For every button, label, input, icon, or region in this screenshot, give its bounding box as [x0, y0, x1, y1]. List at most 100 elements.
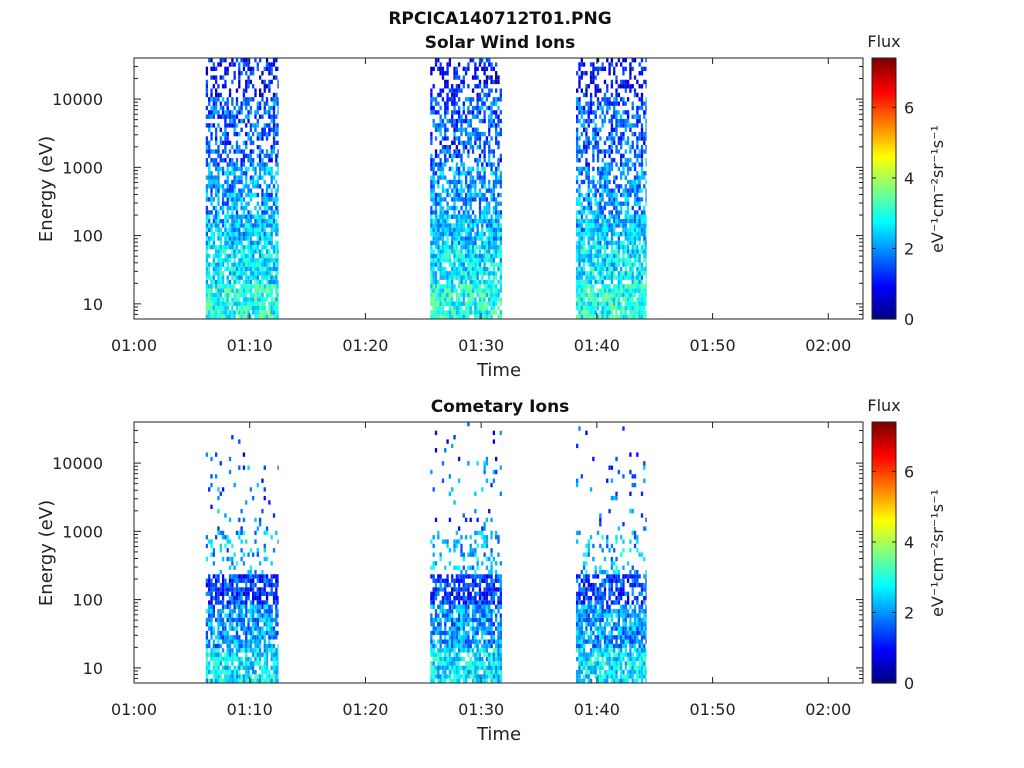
spectrogram-cell [455, 188, 458, 193]
spectrogram-cell [485, 84, 489, 89]
spectrogram-cell [474, 136, 477, 141]
spectrogram-cell [636, 136, 639, 141]
spectrogram-cell [224, 201, 227, 206]
spectrogram-cell [212, 205, 215, 211]
spectrogram-cell [617, 284, 620, 289]
spectrogram-cell [601, 301, 604, 306]
spectrogram-cell [478, 314, 482, 319]
spectrogram-cell [578, 197, 581, 202]
spectrogram-cell [444, 582, 447, 588]
spectrogram-cell [610, 127, 614, 132]
spectrogram-cell [439, 218, 442, 224]
spectrogram-cell [488, 127, 491, 132]
colorbar-label-solar-wind: eV⁻¹cm⁻²sr⁻¹s⁻¹ [928, 125, 947, 253]
spectrogram-cell [432, 84, 435, 89]
spectrogram-cell [434, 630, 438, 636]
spectrogram-cell [233, 166, 236, 172]
spectrogram-cell [469, 292, 472, 298]
spectrogram-cell [441, 210, 445, 215]
spectrogram-cell [601, 184, 604, 189]
spectrogram-cell [226, 131, 229, 137]
spectrogram-cell [277, 210, 279, 215]
spectrogram-cell [603, 305, 607, 311]
spectrogram-cell [256, 297, 259, 302]
spectrogram-cell [270, 292, 273, 298]
spectrogram-cell [622, 201, 625, 206]
spectrogram-cell [247, 97, 250, 102]
spectrogram-cell [474, 71, 477, 76]
spectrogram-cell [224, 58, 227, 63]
spectrogram-cell [596, 258, 600, 263]
spectrogram-cell [495, 97, 498, 102]
spectrogram-cell [205, 192, 209, 198]
spectrogram-cell [275, 617, 278, 623]
spectrogram-cell [594, 301, 597, 306]
spectrogram-cell [226, 613, 229, 618]
spectrogram-cell [254, 656, 257, 662]
spectrogram-cell [633, 162, 637, 167]
spectrogram-cell [488, 153, 491, 159]
spectrogram-cell [265, 275, 269, 280]
spectrogram-cell [219, 284, 222, 289]
spectrogram-cell [448, 232, 452, 237]
spectrogram-cell [622, 84, 625, 89]
spectrogram-cell [249, 635, 253, 640]
spectrogram-cell [615, 305, 618, 311]
spectrogram-cell [224, 258, 227, 263]
spectrogram-cell [219, 275, 222, 280]
spectrogram-cell [599, 201, 602, 206]
spectrogram-cell [610, 210, 614, 215]
spectrogram-cell [256, 622, 259, 627]
spectrogram-cell [256, 131, 259, 137]
spectrogram-cell [217, 179, 220, 185]
spectrogram-cell [460, 197, 463, 202]
spectrogram-cell [210, 66, 213, 72]
spectrogram-cell [215, 617, 218, 623]
spectrogram-cell [448, 245, 452, 250]
spectrogram-cell [615, 114, 618, 119]
spectrogram-cell [233, 197, 236, 202]
spectrogram-cell [268, 266, 271, 272]
spectrogram-cell [441, 232, 445, 237]
spectrogram-cell [240, 656, 243, 662]
spectrogram-cell [467, 288, 470, 293]
spectrogram-cell [432, 561, 435, 566]
spectrogram-cell [492, 218, 496, 224]
spectrogram-cell [233, 118, 236, 124]
spectrogram-cell [270, 158, 273, 163]
spectrogram-cell [263, 218, 266, 224]
spectrogram-cell [439, 617, 442, 623]
spectrogram-cell [434, 643, 438, 649]
spectrogram-cell [247, 210, 250, 215]
spectrogram-cell [446, 136, 449, 141]
spectrogram-cell [249, 565, 253, 570]
spectrogram-cell [221, 297, 225, 302]
spectrogram-cell [212, 162, 215, 167]
spectrogram-cell [430, 617, 433, 623]
spectrogram-cell [582, 149, 586, 154]
spectrogram-cell [488, 179, 491, 185]
spectrogram-cell [643, 184, 646, 189]
spectrogram-cell [474, 275, 477, 280]
spectrogram-cell [640, 66, 644, 72]
spectrogram-cell [455, 292, 458, 298]
spectrogram-cell [217, 600, 220, 605]
spectrogram-cell [469, 284, 472, 289]
spectrogram-cell [441, 162, 445, 167]
spectrogram-cell [580, 123, 583, 128]
spectrogram-cell [458, 314, 461, 319]
spectrogram-cell [261, 678, 264, 683]
spectrogram-cell [224, 288, 227, 293]
spectrogram-cell [215, 66, 218, 72]
spectrogram-cell [270, 652, 273, 657]
spectrogram-cell [256, 292, 259, 298]
spectrogram-cell [212, 97, 215, 102]
spectrogram-cell [629, 214, 632, 219]
spectrogram-cell [495, 214, 498, 219]
spectrogram-cell [437, 314, 440, 319]
colorbar-swatch [872, 90, 896, 94]
spectrogram-cell [495, 110, 498, 115]
spectrogram-cell [224, 232, 227, 237]
spectrogram-cell [228, 227, 232, 232]
spectrogram-cell [265, 131, 269, 137]
